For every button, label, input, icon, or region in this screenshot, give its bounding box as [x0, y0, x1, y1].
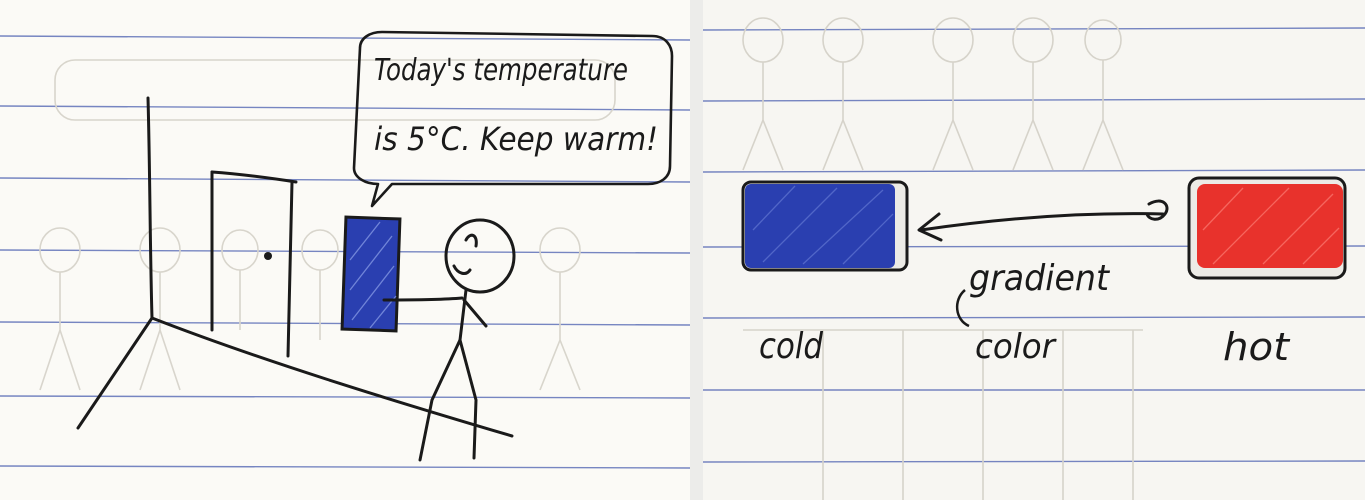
- right-sketch-panel: cold gradient color hot: [703, 0, 1365, 500]
- blue-display-panel: [340, 215, 402, 333]
- room-outline: [76, 96, 514, 438]
- left-sketch: Today's temperature is 5°C. Keep warm!: [0, 30, 690, 469]
- stick-figure-person: [382, 218, 516, 462]
- panel-divider: [690, 0, 703, 500]
- cold-label: cold: [759, 326, 824, 367]
- gradient-label-curl: [956, 289, 970, 328]
- faint-ghost-figures: [742, 17, 1143, 500]
- speech-bubble: Today's temperature is 5°C. Keep warm!: [352, 30, 674, 208]
- door: [210, 170, 298, 358]
- right-sketch: cold gradient color hot: [703, 17, 1365, 500]
- hot-label: hot: [1223, 325, 1291, 369]
- gradient-arrow: [917, 199, 1169, 242]
- hot-color-swatch: [1187, 176, 1347, 280]
- faint-background-figures: [39, 59, 616, 391]
- door-knob: [264, 252, 272, 260]
- gradient-label-line-1: gradient: [969, 258, 1111, 299]
- gradient-label-line-2: color: [975, 327, 1057, 367]
- speech-line-1: Today's temperature: [374, 53, 628, 88]
- speech-line-2: is 5°C. Keep warm!: [374, 120, 658, 158]
- left-sketch-panel: Today's temperature is 5°C. Keep warm!: [0, 30, 690, 469]
- cold-color-swatch: [741, 180, 909, 272]
